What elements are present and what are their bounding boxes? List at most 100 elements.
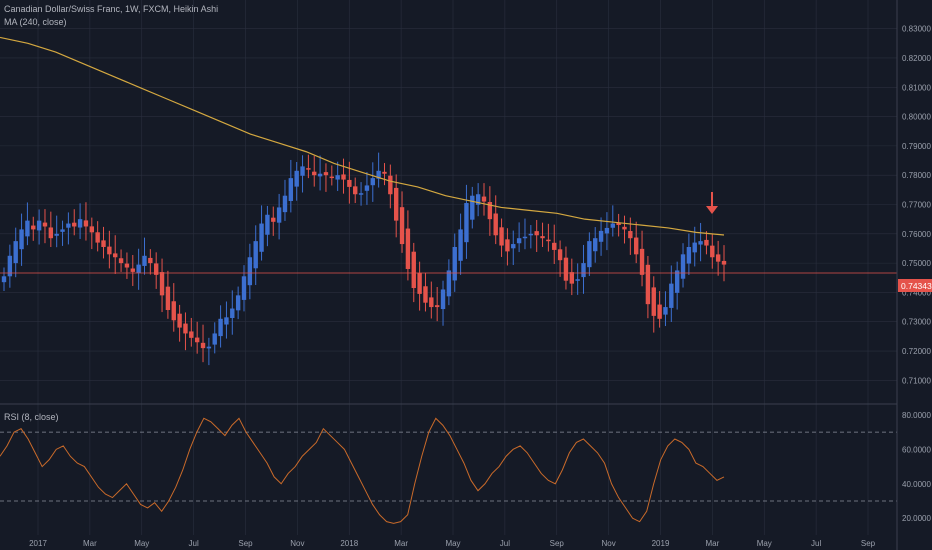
candle-body (710, 245, 715, 258)
price-tick-label: 0.75000 (902, 259, 931, 268)
candle-body (663, 307, 668, 315)
candle-body (300, 166, 305, 176)
time-tick-label: Mar (394, 539, 408, 548)
svg-text:0.74343: 0.74343 (901, 281, 932, 291)
candle-body (306, 168, 311, 170)
price-tick-label: 0.79000 (902, 142, 931, 151)
candle-body (48, 227, 54, 239)
candle-body (721, 260, 727, 265)
price-tick-label: 0.82000 (902, 54, 931, 63)
candle-body (364, 185, 370, 191)
candle-body (124, 263, 130, 268)
candle-body (95, 232, 100, 243)
candle-body (136, 264, 141, 274)
rsi-line (0, 417, 725, 524)
candle-body (294, 170, 299, 187)
price-tick-label: 0.76000 (902, 230, 931, 239)
candle-body (511, 244, 516, 249)
candle-body (259, 223, 264, 252)
price-tick-label: 0.83000 (902, 25, 931, 34)
candle-body (265, 214, 270, 235)
rsi-tick-label: 20.0000 (902, 514, 931, 523)
candle-body (177, 313, 182, 328)
candle-body (77, 219, 83, 228)
price-axis[interactable]: 0.83000 0.82000 0.81000 0.80000 0.79000 0.780… (902, 25, 931, 386)
candle-body (704, 239, 709, 246)
candle-body (247, 257, 253, 286)
price-tick-label: 0.80000 (902, 113, 931, 122)
candle-body (411, 251, 416, 289)
rsi-axis[interactable]: 80.0000 60.0000 40.0000 20.0000 (902, 411, 931, 523)
candle-body (505, 239, 510, 252)
candle-body (692, 242, 697, 253)
candle-body (376, 170, 381, 179)
price-tick-label: 0.71000 (902, 376, 931, 385)
candle-body (31, 225, 36, 230)
time-tick-label: Jul (500, 539, 510, 548)
candle-body (458, 229, 463, 261)
candle-body (622, 226, 627, 230)
chart-title: Canadian Dollar/Swiss Franc, 1W, FXCM, H… (4, 4, 219, 14)
candle-body (142, 255, 147, 266)
time-axis[interactable]: 2017 Mar May Jul Sep Nov 2018 Mar May Jul Sep Nov 20… (29, 539, 876, 548)
candle-body (405, 228, 411, 269)
candle-body (183, 323, 188, 334)
rsi-tick-label: 60.0000 (902, 445, 931, 454)
candle-body (446, 270, 452, 297)
candle-body (651, 287, 656, 316)
candle-body (282, 195, 288, 213)
candle-body (429, 297, 434, 308)
candle-body (72, 222, 77, 227)
candle-body (358, 193, 364, 195)
price-tick-label: 0.81000 (902, 83, 931, 92)
candle-body (464, 203, 469, 243)
candle-body (452, 246, 457, 281)
candle-body (715, 254, 721, 262)
price-tick-label: 0.74000 (902, 288, 931, 297)
candlestick-series (1, 152, 727, 366)
time-tick-label: 2019 (652, 539, 670, 548)
candle-body (66, 223, 71, 228)
candle-body (481, 196, 487, 202)
candle-body (487, 202, 493, 220)
candle-body (153, 263, 159, 275)
candle-body (83, 220, 89, 227)
rsi-levels (0, 431, 897, 502)
candle-body (587, 241, 592, 268)
candle-body (382, 171, 387, 174)
candle-body (540, 236, 545, 239)
candle-body (200, 342, 206, 349)
candle-body (639, 248, 645, 275)
time-tick-label: Mar (83, 539, 97, 548)
candle-body (698, 241, 703, 245)
candle-body (475, 194, 481, 205)
candle-body (353, 186, 358, 195)
candle-body (335, 175, 340, 180)
candle-body (610, 223, 615, 228)
candle-body (470, 195, 475, 220)
candle-body (271, 217, 276, 222)
time-tick-label: Jul (811, 539, 821, 548)
time-tick-label: 2017 (29, 539, 47, 548)
candle-body (680, 254, 686, 279)
candle-body (218, 318, 223, 337)
price-tick-label: 0.72000 (902, 347, 931, 356)
candle-body (165, 286, 171, 311)
candle-body (341, 174, 346, 180)
candle-body (329, 176, 335, 179)
candle-body (347, 179, 352, 187)
candle-body (212, 333, 217, 345)
candle-body (19, 229, 24, 250)
candle-body (581, 263, 586, 278)
candle-body (598, 230, 604, 242)
candle-body (552, 242, 557, 250)
candle-body (674, 270, 680, 293)
candle-body (604, 227, 610, 234)
candle-body (235, 295, 241, 311)
price-tick-label: 0.73000 (902, 318, 931, 327)
candle-body (423, 286, 428, 303)
candle-body (7, 255, 13, 277)
time-tick-label: May (757, 539, 772, 548)
time-tick-label: Nov (602, 539, 616, 548)
